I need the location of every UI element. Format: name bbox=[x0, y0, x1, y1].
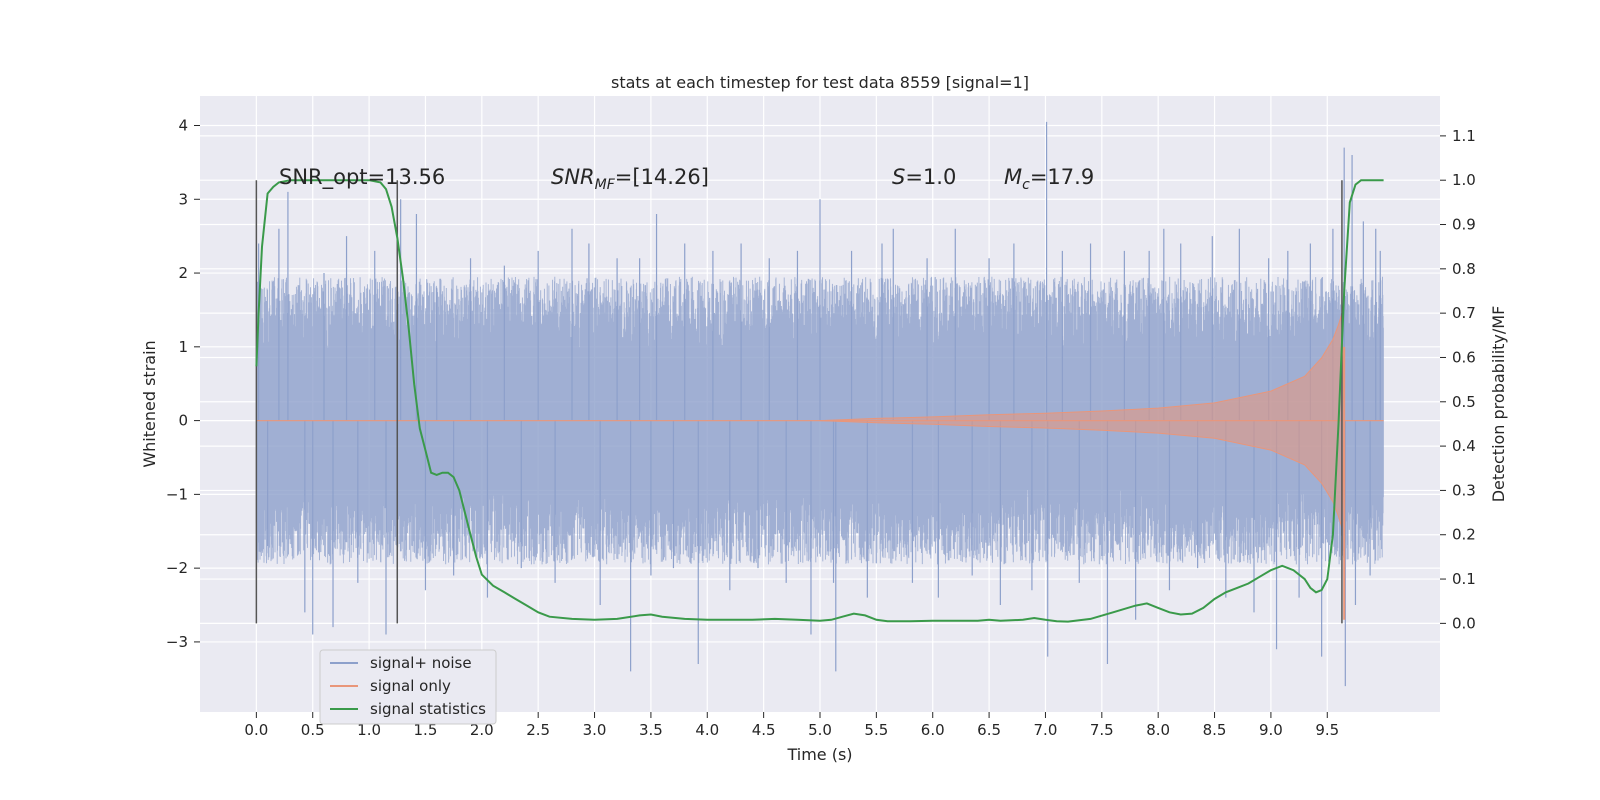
y-right-tick-label: 0.9 bbox=[1452, 216, 1476, 234]
y-axis-label: Whitened strain bbox=[140, 340, 159, 467]
y-tick-label: 4 bbox=[178, 117, 188, 135]
legend-label-signal: signal only bbox=[370, 677, 451, 695]
annotation-snr-mf-base: SNR bbox=[551, 165, 595, 189]
x-tick-label: 9.0 bbox=[1259, 721, 1283, 739]
y-tick-label: 3 bbox=[178, 190, 188, 208]
x-tick-label: 3.5 bbox=[639, 721, 663, 739]
x-tick-label: 2.0 bbox=[470, 721, 494, 739]
annotation-mc: Mc=17.9 bbox=[1004, 165, 1094, 193]
legend-box bbox=[319, 649, 497, 725]
annotation-snr-mf-sub: MF bbox=[595, 177, 616, 193]
y-right-tick-label: 0.0 bbox=[1452, 614, 1476, 632]
x-tick-label: 7.5 bbox=[1090, 721, 1114, 739]
annotation-mc-sub: c bbox=[1022, 177, 1030, 193]
y-right-tick-label: 1.1 bbox=[1452, 127, 1476, 145]
x-tick-label: 0.5 bbox=[301, 721, 325, 739]
x-tick-label: 3.0 bbox=[583, 721, 607, 739]
y-right-tick-label: 0.2 bbox=[1452, 526, 1476, 544]
x-tick-label: 1.5 bbox=[414, 721, 438, 739]
y-right-tick-label: 1.0 bbox=[1452, 171, 1476, 189]
annotation-snr-opt: SNR_opt=13.56 bbox=[279, 165, 445, 190]
y-tick-label: 0 bbox=[178, 412, 188, 430]
x-tick-label: 6.0 bbox=[921, 721, 945, 739]
y-right-tick-label: 0.3 bbox=[1452, 481, 1476, 499]
x-tick-label: 0.0 bbox=[244, 721, 268, 739]
x-tick-label: 4.0 bbox=[695, 721, 719, 739]
y-right-tick-label: 0.7 bbox=[1452, 304, 1476, 322]
annotation-snr-mf: SNRMF=[14.26] bbox=[551, 165, 709, 193]
y-right-tick-label: 0.5 bbox=[1452, 393, 1476, 411]
x-tick-label: 6.5 bbox=[977, 721, 1001, 739]
y-right-tick-label: 0.8 bbox=[1452, 260, 1476, 278]
y-right-axis-label: Detection probability/MF bbox=[1489, 306, 1508, 503]
annotation-mc-base: M bbox=[1004, 165, 1022, 189]
y-tick-label: −3 bbox=[166, 633, 188, 651]
legend: signal+ noise signal only signal statist… bbox=[319, 649, 497, 725]
y-right-tick-label: 0.4 bbox=[1452, 437, 1476, 455]
vertical-markers bbox=[255, 180, 1343, 624]
y-tick-label: −2 bbox=[166, 559, 188, 577]
statistics-series bbox=[255, 179, 1384, 623]
annotation-s: S=1.0 bbox=[892, 165, 956, 189]
annotation-s-rest: =1.0 bbox=[905, 165, 956, 189]
legend-label-stats: signal statistics bbox=[370, 700, 486, 718]
annotation-mc-rest: =17.9 bbox=[1030, 165, 1094, 189]
y-tick-label: 2 bbox=[178, 264, 188, 282]
signal-series bbox=[256, 313, 1384, 620]
x-tick-label: 1.0 bbox=[357, 721, 381, 739]
x-tick-label: 5.5 bbox=[864, 721, 888, 739]
y-tick-label: 1 bbox=[178, 338, 188, 356]
annotation-snr-mf-rest: =[14.26] bbox=[615, 165, 709, 189]
x-tick-label: 8.5 bbox=[1203, 721, 1227, 739]
x-tick-label: 4.5 bbox=[752, 721, 776, 739]
annotation-s-base: S bbox=[892, 165, 905, 189]
legend-label-noise: signal+ noise bbox=[370, 654, 472, 672]
chart-title: stats at each timestep for test data 855… bbox=[611, 73, 1029, 92]
x-tick-label: 9.5 bbox=[1315, 721, 1339, 739]
y-tick-label: −1 bbox=[166, 485, 188, 503]
tick-marks: 0.0 0.5 1.0 1.5 2.0 2.5 3.0 3.5 4.0 4.5 5.0 5.5 6.0 6… bbox=[166, 117, 1476, 739]
x-tick-label: 2.5 bbox=[526, 721, 550, 739]
x-axis-label: Time (s) bbox=[786, 745, 852, 764]
y-right-tick-label: 0.1 bbox=[1452, 570, 1476, 588]
x-tick-label: 5.0 bbox=[808, 721, 832, 739]
statistics-line bbox=[255, 179, 1384, 623]
x-tick-label: 8.0 bbox=[1146, 721, 1170, 739]
x-tick-label: 7.0 bbox=[1034, 721, 1058, 739]
y-right-tick-label: 0.6 bbox=[1452, 348, 1476, 366]
